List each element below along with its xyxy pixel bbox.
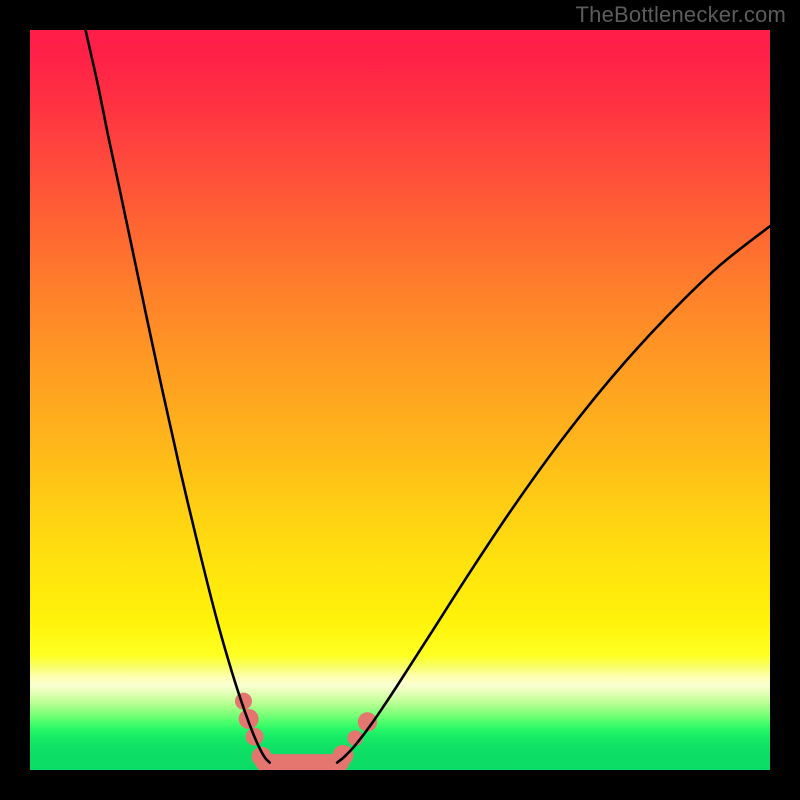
- watermark-text: TheBottlenecker.com: [576, 2, 786, 28]
- gradient-background: [30, 30, 770, 770]
- chart-stage: TheBottlenecker.com: [0, 0, 800, 800]
